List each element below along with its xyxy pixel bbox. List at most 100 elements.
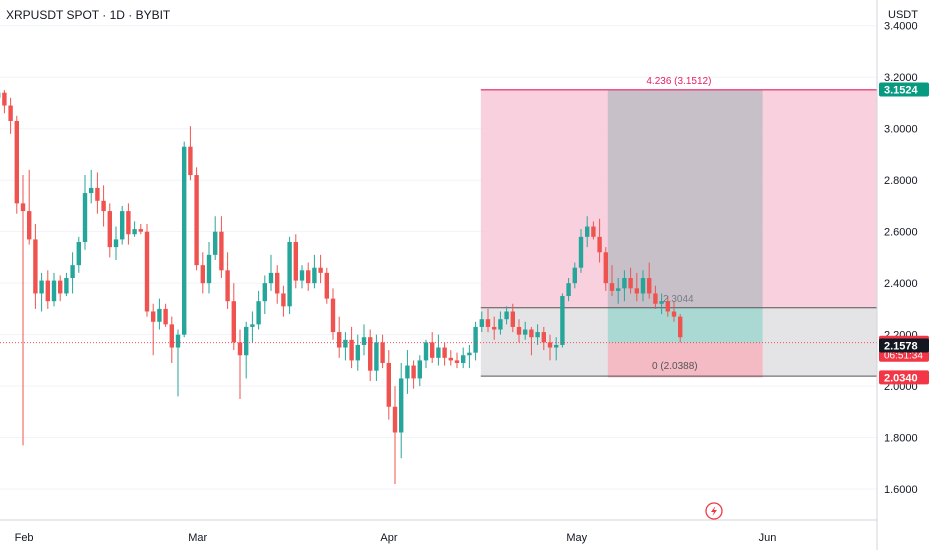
x-tick-label: Apr <box>380 532 397 544</box>
candle-body <box>591 226 596 237</box>
candle-body <box>8 105 13 121</box>
candle-body <box>547 342 553 348</box>
candle-body <box>659 301 664 304</box>
position-target-zone <box>607 89 763 308</box>
candle-body <box>169 324 174 348</box>
candle-body <box>510 311 515 327</box>
candle-body <box>436 347 441 358</box>
candle-body <box>287 241 292 307</box>
candle-body <box>671 311 677 317</box>
candle-body <box>554 344 559 348</box>
candle-body <box>597 236 602 253</box>
position-stop-zone <box>607 342 763 378</box>
overlays: 4.236 (3.1512) 2.3044 0 (2.0388) <box>0 76 877 372</box>
candle-body <box>138 229 143 232</box>
candle-body <box>628 278 633 289</box>
candle-body <box>634 288 639 294</box>
y-tick-label: 2.6000 <box>884 227 918 239</box>
candle-body <box>237 342 243 356</box>
candle-body <box>566 283 571 297</box>
candle-body <box>58 280 63 294</box>
candle-body <box>262 283 267 302</box>
candle-body <box>535 332 540 338</box>
candle-body <box>442 347 447 358</box>
candle-body <box>163 308 168 325</box>
candle-body <box>14 120 19 204</box>
candle-body <box>529 329 534 338</box>
candle-body <box>473 326 478 353</box>
candle-body <box>368 337 373 371</box>
chart-symbol-title[interactable]: XRPUSDT SPOT · 1D · BYBIT <box>6 8 171 22</box>
candle-body <box>560 296 565 345</box>
position-entry-zone <box>607 307 763 343</box>
candle-body <box>64 278 69 294</box>
candle-body <box>126 211 131 235</box>
candle-body <box>244 326 249 356</box>
candle-body <box>82 193 88 242</box>
y-tick-label: 1.8000 <box>884 433 918 445</box>
candle-body <box>113 239 119 248</box>
candle-body <box>498 319 503 330</box>
candle-body <box>423 342 429 361</box>
candle-body <box>101 200 106 212</box>
candle-body <box>70 265 75 279</box>
candle-body <box>430 342 435 358</box>
candle-body <box>330 298 336 333</box>
x-tick-label: May <box>566 532 587 544</box>
candle-body <box>386 362 391 407</box>
price-label-countdown: 06:51:34 <box>884 351 923 362</box>
candle-body <box>411 365 416 379</box>
candle-body <box>448 357 453 361</box>
candle-body <box>492 326 497 330</box>
candle-body <box>250 324 255 327</box>
candle-body <box>380 342 385 363</box>
candle-body <box>107 211 112 248</box>
candle-body <box>213 231 218 255</box>
candlestick-series <box>0 90 683 484</box>
candle-body <box>361 337 367 345</box>
candle-body <box>399 378 404 433</box>
price-label-text: 2.0340 <box>884 372 918 384</box>
candle-body <box>312 267 317 284</box>
price-label: 2.0340 <box>879 370 929 385</box>
candle-body <box>194 175 199 266</box>
candle-body <box>678 316 683 338</box>
candle-body <box>157 308 162 322</box>
y-tick-label: 3.4000 <box>884 21 918 33</box>
candle-body <box>293 241 298 281</box>
candle-body <box>299 270 305 281</box>
candle-body <box>175 334 181 348</box>
candle-body <box>343 339 348 348</box>
candle-body <box>516 326 522 335</box>
candle-body <box>485 319 491 327</box>
candle-body <box>206 254 212 284</box>
candle-body <box>45 280 50 302</box>
candle-body <box>324 272 329 299</box>
candle-body <box>275 272 280 294</box>
currency-label[interactable]: USDT <box>888 9 918 21</box>
candle-body <box>609 283 615 291</box>
lightning-icon-bolt <box>711 506 717 516</box>
candle-body <box>355 344 360 361</box>
candle-body <box>89 187 94 194</box>
fib-label-bottom: 0 (2.0388) <box>652 361 698 372</box>
candle-body <box>585 226 590 237</box>
candle-body <box>653 293 658 304</box>
y-tick-label: 3.2000 <box>884 72 918 84</box>
candle-body <box>349 339 354 361</box>
price-label-bg <box>879 338 929 353</box>
candle-body <box>306 270 311 284</box>
y-tick-label: 2.8000 <box>884 175 918 187</box>
candle-body <box>417 360 422 379</box>
candle-body <box>640 278 646 294</box>
candle-body <box>572 267 577 284</box>
y-tick-label: 2.4000 <box>884 278 918 290</box>
price-label-bg <box>879 370 929 385</box>
y-tick-label: 3.0000 <box>884 124 918 136</box>
candle-body <box>461 355 466 363</box>
candle-body <box>200 265 205 284</box>
candle-body <box>95 187 100 201</box>
candle-body <box>318 267 323 273</box>
